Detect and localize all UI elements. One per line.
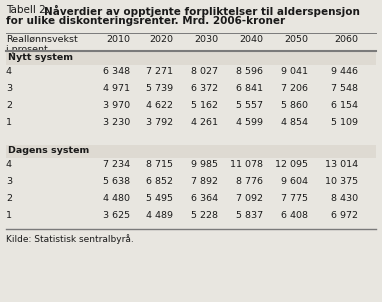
Text: 5 638: 5 638 [103, 177, 130, 186]
Text: 9 446: 9 446 [331, 67, 358, 76]
FancyBboxPatch shape [6, 145, 376, 158]
Text: 5 837: 5 837 [236, 211, 263, 220]
Text: 4 854: 4 854 [281, 118, 308, 127]
Text: 3 230: 3 230 [103, 118, 130, 127]
Text: for ulike diskonteringsrenter. Mrd. 2006-kroner: for ulike diskonteringsrenter. Mrd. 2006… [6, 16, 285, 26]
Text: 7 092: 7 092 [236, 194, 263, 203]
Text: 7 234: 7 234 [103, 160, 130, 169]
Text: 4: 4 [6, 67, 12, 76]
Text: 6 972: 6 972 [331, 211, 358, 220]
Text: 7 206: 7 206 [281, 84, 308, 93]
Text: 8 027: 8 027 [191, 67, 218, 76]
Text: 5 228: 5 228 [191, 211, 218, 220]
Text: 3 625: 3 625 [103, 211, 130, 220]
Text: Dagens system: Dagens system [8, 146, 89, 155]
Text: 13 014: 13 014 [325, 160, 358, 169]
Text: 2060: 2060 [334, 35, 358, 44]
Text: 6 408: 6 408 [281, 211, 308, 220]
Text: 5 495: 5 495 [146, 194, 173, 203]
Text: 6 364: 6 364 [191, 194, 218, 203]
Text: Kilde: Statistisk sentralbyrå.: Kilde: Statistisk sentralbyrå. [6, 234, 134, 244]
Text: 6 841: 6 841 [236, 84, 263, 93]
Text: 2040: 2040 [239, 35, 263, 44]
Text: 9 985: 9 985 [191, 160, 218, 169]
Text: 5 860: 5 860 [281, 101, 308, 110]
FancyBboxPatch shape [6, 52, 376, 65]
Text: 3 792: 3 792 [146, 118, 173, 127]
Text: 4 971: 4 971 [103, 84, 130, 93]
Text: 7 775: 7 775 [281, 194, 308, 203]
Text: 12 095: 12 095 [275, 160, 308, 169]
Text: 2020: 2020 [149, 35, 173, 44]
Text: 5 109: 5 109 [331, 118, 358, 127]
Text: 3 970: 3 970 [103, 101, 130, 110]
Text: 4 622: 4 622 [146, 101, 173, 110]
Text: Reallønnsvekst
i prosent: Reallønnsvekst i prosent [6, 35, 78, 54]
Text: 7 892: 7 892 [191, 177, 218, 186]
Text: 9 604: 9 604 [281, 177, 308, 186]
Text: 3: 3 [6, 177, 12, 186]
Text: 11 078: 11 078 [230, 160, 263, 169]
Text: 6 348: 6 348 [103, 67, 130, 76]
Text: 5 162: 5 162 [191, 101, 218, 110]
Text: 10 375: 10 375 [325, 177, 358, 186]
Text: Tabell 2.: Tabell 2. [6, 5, 52, 15]
Text: 1: 1 [6, 211, 12, 220]
Text: 6 154: 6 154 [331, 101, 358, 110]
Text: 2010: 2010 [106, 35, 130, 44]
Text: 6 372: 6 372 [191, 84, 218, 93]
Text: 2: 2 [6, 194, 12, 203]
Text: 8 715: 8 715 [146, 160, 173, 169]
Text: 8 776: 8 776 [236, 177, 263, 186]
Text: 4 480: 4 480 [103, 194, 130, 203]
Text: 2: 2 [6, 101, 12, 110]
Text: 8 430: 8 430 [331, 194, 358, 203]
Text: 6 852: 6 852 [146, 177, 173, 186]
Text: 5 557: 5 557 [236, 101, 263, 110]
Text: 3: 3 [6, 84, 12, 93]
Text: 7 548: 7 548 [331, 84, 358, 93]
Text: 9 041: 9 041 [281, 67, 308, 76]
Text: Nåverdier av opptjente forpliktelser til alderspensjon: Nåverdier av opptjente forpliktelser til… [44, 5, 360, 17]
Text: 4 261: 4 261 [191, 118, 218, 127]
Text: 7 271: 7 271 [146, 67, 173, 76]
Text: 4: 4 [6, 160, 12, 169]
Text: 2030: 2030 [194, 35, 218, 44]
Text: 4 489: 4 489 [146, 211, 173, 220]
Text: 4 599: 4 599 [236, 118, 263, 127]
Text: 5 739: 5 739 [146, 84, 173, 93]
Text: 8 596: 8 596 [236, 67, 263, 76]
Text: Nytt system: Nytt system [8, 53, 73, 62]
Text: 1: 1 [6, 118, 12, 127]
Text: 2050: 2050 [284, 35, 308, 44]
